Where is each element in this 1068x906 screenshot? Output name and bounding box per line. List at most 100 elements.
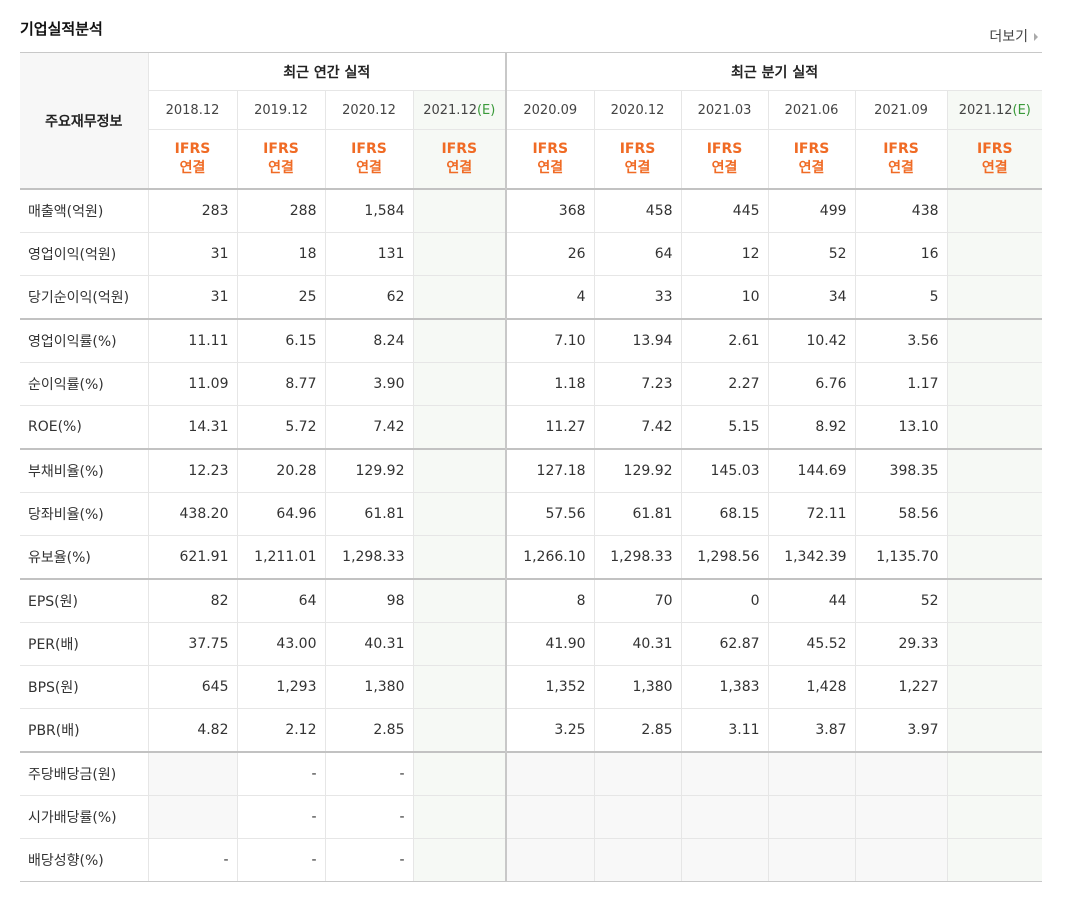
data-row: ROE(%) 14.31 5.72 7.42 11.27 7.42 5.15 8.92 13.1…: [20, 405, 1043, 450]
row-label: 당기순이익(억원): [20, 275, 148, 320]
period-date: 2021.06: [784, 102, 839, 118]
value-cell: 3.97: [854, 708, 948, 753]
consolidation-label: 연결: [981, 160, 1008, 176]
value-cell: 8.77: [236, 362, 325, 406]
empty-cell: [680, 751, 769, 796]
value-cell: 129.92: [593, 448, 682, 493]
row-header-label: 주요재무정보: [20, 52, 148, 190]
value-cell: 1.18: [505, 362, 595, 406]
value-cell: 127.18: [505, 448, 595, 493]
empty-cell: [767, 795, 856, 839]
data-row: 배당성향(%) - - -: [20, 838, 1043, 882]
value-cell: 7.23: [593, 362, 682, 406]
value-cell: 8: [505, 578, 595, 623]
empty-cell: [412, 318, 507, 363]
period-header: 2019.12: [236, 90, 325, 130]
value-cell: 1,211.01: [236, 535, 325, 580]
value-cell: 12: [680, 232, 769, 276]
value-cell: 31: [147, 232, 237, 276]
value-cell: 1,266.10: [505, 535, 595, 580]
section-title: 기업실적분석: [20, 20, 103, 38]
value-cell: 144.69: [767, 448, 856, 493]
value-cell: 458: [593, 188, 682, 233]
value-cell: 1,135.70: [854, 535, 948, 580]
value-cell: 2.27: [680, 362, 769, 406]
data-row: PBR(배) 4.82 2.12 2.85 3.25 2.85 3.11 3.87 3.97: [20, 708, 1043, 753]
row-label: EPS(원): [20, 578, 148, 623]
value-cell: 61.81: [324, 492, 413, 536]
empty-cell: [412, 448, 507, 493]
value-cell: 7.42: [324, 405, 413, 450]
consolidation-label: 연결: [711, 160, 738, 176]
group-header: 최근 분기 실적: [505, 52, 1043, 91]
empty-cell: [147, 795, 237, 839]
value-cell: 1,584: [324, 188, 413, 233]
standard-label: IFRS: [351, 141, 387, 157]
value-cell: 3.25: [505, 708, 595, 753]
value-cell: 61.81: [593, 492, 682, 536]
more-link[interactable]: 더보기: [989, 26, 1038, 46]
empty-cell: [412, 405, 507, 450]
data-row: 영업이익률(%) 11.11 6.15 8.24 7.10 13.94 2.61 10.42 3…: [20, 318, 1043, 363]
period-date: 2020.12: [610, 102, 665, 118]
value-cell: 8.92: [767, 405, 856, 450]
row-label: 당좌비율(%): [20, 492, 148, 536]
value-cell: 64.96: [236, 492, 325, 536]
row-label: ROE(%): [20, 405, 148, 450]
consolidation-label: 연결: [798, 160, 825, 176]
estimate-mark: (E): [1012, 102, 1031, 118]
value-cell: 13.94: [593, 318, 682, 363]
empty-cell: [147, 751, 237, 796]
value-cell: -: [236, 795, 325, 839]
value-cell: 6.15: [236, 318, 325, 363]
standard-label: IFRS: [174, 141, 211, 157]
value-cell: 438.20: [147, 492, 237, 536]
row-label: 부채비율(%): [20, 448, 148, 493]
consolidation-label: 연결: [888, 160, 914, 176]
value-cell: 11.09: [147, 362, 237, 406]
value-cell: 12.23: [147, 448, 237, 493]
empty-cell: [946, 448, 1043, 493]
period-date: 2021.09: [874, 102, 928, 118]
value-cell: -: [236, 838, 325, 882]
value-cell: 82: [147, 578, 237, 623]
standard-label: IFRS: [619, 141, 656, 157]
value-cell: 1,293: [236, 665, 325, 709]
value-cell: 34: [767, 275, 856, 320]
value-cell: 10.42: [767, 318, 856, 363]
value-cell: 68.15: [680, 492, 769, 536]
value-cell: 14.31: [147, 405, 237, 450]
value-cell: 62.87: [680, 622, 769, 666]
value-cell: 283: [147, 188, 237, 233]
empty-cell: [946, 405, 1043, 450]
period-header: 2021.12(E): [412, 90, 507, 130]
period-date: 2020.12: [342, 102, 396, 118]
value-cell: 70: [593, 578, 682, 623]
value-cell: -: [324, 838, 413, 882]
value-cell: 18: [236, 232, 325, 276]
value-cell: -: [236, 751, 325, 796]
value-cell: 20.28: [236, 448, 325, 493]
standard-header: IFRS 연결: [854, 129, 948, 190]
value-cell: 13.10: [854, 405, 948, 450]
period-date: 2019.12: [254, 102, 308, 118]
table-body: 매출액(억원) 283 288 1,584 368 458 445 499 438 영업이익(억원…: [20, 188, 1043, 882]
value-cell: 72.11: [767, 492, 856, 536]
empty-cell: [412, 708, 507, 753]
empty-cell: [946, 622, 1043, 666]
standard-label: IFRS: [263, 141, 299, 157]
value-cell: 40.31: [593, 622, 682, 666]
empty-cell: [412, 838, 507, 882]
empty-cell: [946, 578, 1043, 623]
period-date: 2021.12: [423, 102, 477, 118]
value-cell: 62: [324, 275, 413, 320]
standard-header: IFRS 연결: [412, 129, 507, 190]
consolidation-label: 연결: [537, 160, 564, 176]
empty-cell: [946, 795, 1043, 839]
value-cell: 499: [767, 188, 856, 233]
value-cell: 4.82: [147, 708, 237, 753]
empty-cell: [767, 751, 856, 796]
value-cell: 1,298.56: [680, 535, 769, 580]
empty-cell: [505, 838, 595, 882]
value-cell: 64: [236, 578, 325, 623]
